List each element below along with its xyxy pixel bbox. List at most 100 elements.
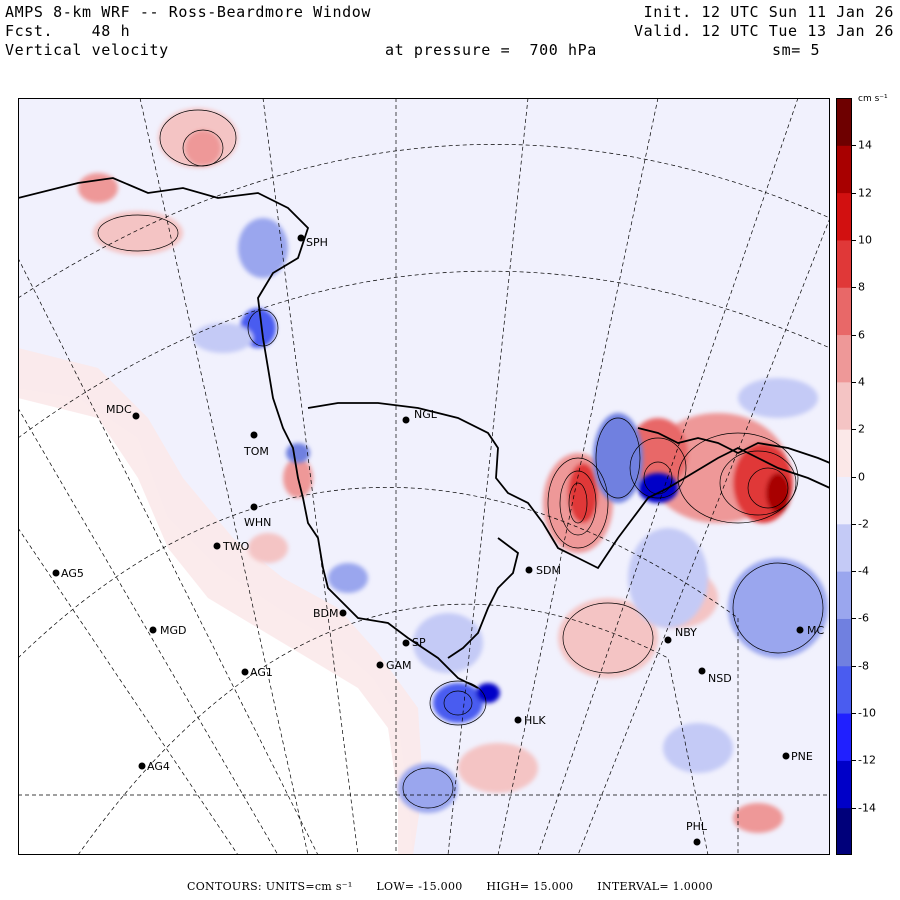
station-SDM: SDM bbox=[525, 564, 561, 577]
contour-interval: INTERVAL= 1.0000 bbox=[597, 880, 713, 893]
colorbar-segment bbox=[836, 98, 852, 146]
header-left: AMPS 8-km WRF -- Ross-Beardmore Window Fc… bbox=[5, 3, 371, 60]
colorbar-tick-label: -12 bbox=[858, 753, 876, 767]
station-label: TWO bbox=[222, 540, 250, 553]
colorbar-segment bbox=[836, 618, 852, 667]
station-MCM: MC bbox=[796, 624, 824, 637]
station-label: AG4 bbox=[147, 760, 170, 773]
map-frame bbox=[18, 98, 830, 855]
station-AG4: AG4 bbox=[138, 760, 170, 773]
colorbar-segment bbox=[836, 807, 852, 855]
station-SPH: SPH bbox=[297, 234, 328, 249]
station-label: TOM bbox=[243, 445, 269, 458]
colorbar-tick bbox=[852, 665, 856, 667]
station-label: AG5 bbox=[61, 567, 84, 580]
station-markers: MDC TOM WHN TWO AG5 MGD AG1 AG4 BDM GAM … bbox=[52, 234, 824, 846]
colorbar-segment bbox=[836, 665, 852, 714]
station-label: HLK bbox=[524, 714, 546, 727]
colorbar-tick-label: 8 bbox=[858, 280, 865, 294]
contour-low: LOW= -15.000 bbox=[376, 880, 463, 893]
colorbar-tick-label: 12 bbox=[858, 186, 872, 200]
negative-velocity-areas bbox=[193, 218, 828, 813]
station-SPM: SP bbox=[402, 636, 426, 649]
pressure-level: at pressure = 700 hPa bbox=[385, 41, 597, 59]
colorbar-unit: cm s⁻¹ bbox=[858, 94, 888, 104]
station-WHN: WHN bbox=[244, 503, 271, 529]
station-label: NSD bbox=[708, 672, 732, 685]
colorbar-segment bbox=[836, 523, 852, 572]
header-title: AMPS 8-km WRF -- Ross-Beardmore Window bbox=[5, 3, 371, 21]
station-GAM: GAM bbox=[376, 659, 412, 672]
station-AG5: AG5 bbox=[52, 567, 84, 580]
field-name: Vertical velocity bbox=[5, 41, 169, 59]
colorbar-tick-label: 0 bbox=[858, 470, 865, 483]
colorbar-tick-label: 4 bbox=[858, 375, 865, 389]
colorbar-tick bbox=[852, 334, 856, 336]
colorbar-tick bbox=[852, 429, 856, 431]
colorbar-tick-label: 14 bbox=[858, 138, 872, 152]
colorbar-tick bbox=[852, 760, 856, 762]
station-label: PNE bbox=[791, 750, 813, 763]
station-PHL: PHL bbox=[686, 820, 708, 846]
station-label: SDM bbox=[536, 564, 561, 577]
station-label: MDC bbox=[106, 403, 132, 416]
no-data-region bbox=[18, 388, 413, 855]
station-NSD: NSD bbox=[698, 667, 732, 685]
colorbar-tick-label: -2 bbox=[858, 517, 869, 531]
colorbar-segment bbox=[836, 713, 852, 761]
colorbar-segment bbox=[836, 571, 852, 619]
station-label: NBY bbox=[675, 626, 697, 639]
contour-footer: CONTOURS: UNITS=cm s⁻¹ LOW= -15.000 HIGH… bbox=[0, 880, 900, 893]
station-label: BDM bbox=[313, 607, 339, 620]
station-TOM: TOM bbox=[243, 431, 269, 458]
smoothing-value: sm= 5 bbox=[772, 41, 821, 59]
colorbar-segment bbox=[836, 760, 852, 809]
station-MGD: MGD bbox=[149, 624, 187, 637]
station-label: SPH bbox=[306, 236, 328, 249]
colorbar-tick-label: -8 bbox=[858, 659, 869, 673]
station-label: AG1 bbox=[250, 666, 273, 679]
station-label: NGL bbox=[414, 408, 438, 421]
station-label: WHN bbox=[244, 516, 271, 529]
contour-units: CONTOURS: UNITS=cm s⁻¹ bbox=[187, 880, 353, 893]
colorbar-tick-label: -14 bbox=[858, 801, 876, 815]
vertical-velocity-map: MDC TOM WHN TWO AG5 MGD AG1 AG4 BDM GAM … bbox=[18, 98, 830, 855]
init-time: Init. 12 UTC Sun 11 Jan 26 bbox=[643, 3, 894, 21]
contour-lines bbox=[97, 109, 824, 809]
coastline bbox=[18, 177, 830, 689]
colorbar-segment bbox=[836, 476, 852, 525]
station-HLK: HLK bbox=[514, 714, 546, 727]
colorbar-tick bbox=[852, 571, 856, 573]
colorbar-tick-label: 2 bbox=[858, 422, 865, 436]
station-BDM: BDM bbox=[313, 607, 347, 620]
colorbar-tick bbox=[852, 192, 856, 194]
colorbar-segment bbox=[836, 429, 852, 477]
station-NGL: NGL bbox=[402, 408, 438, 424]
colorbar-tick-label: 6 bbox=[858, 328, 865, 342]
ice-shelf-shading bbox=[18, 348, 423, 855]
colorbar-tick bbox=[852, 476, 856, 478]
colorbar-tick-label: -4 bbox=[858, 564, 869, 578]
positive-velocity-areas bbox=[78, 108, 793, 833]
colorbar-tick bbox=[852, 618, 856, 620]
station-label: PHL bbox=[686, 820, 708, 833]
station-AG1: AG1 bbox=[241, 666, 273, 679]
colorbar-labels: cm s⁻¹ 14 12 10 8 6 4 2 0 -2 -4 -6 -8 -10 -12 -14 bbox=[852, 94, 900, 855]
colorbar-tick bbox=[852, 287, 856, 289]
colorbar-tick-label: -10 bbox=[858, 706, 876, 720]
colorbar-tick bbox=[852, 807, 856, 809]
station-NBY: NBY bbox=[664, 626, 697, 644]
colorbar-segment bbox=[836, 334, 852, 383]
colorbar bbox=[836, 98, 852, 855]
station-label: GAM bbox=[386, 659, 412, 672]
colorbar-segment bbox=[836, 145, 852, 194]
station-label: SP bbox=[412, 636, 426, 649]
station-TWO: TWO bbox=[213, 540, 250, 553]
colorbar-tick bbox=[852, 381, 856, 383]
valid-time: Valid. 12 UTC Tue 13 Jan 26 bbox=[633, 22, 894, 40]
colorbar-segment bbox=[836, 381, 852, 430]
station-label: MC bbox=[807, 624, 824, 637]
colorbar-tick-label: 10 bbox=[858, 233, 872, 247]
station-label: MGD bbox=[160, 624, 187, 637]
colorbar-tick-label: -6 bbox=[858, 611, 869, 625]
